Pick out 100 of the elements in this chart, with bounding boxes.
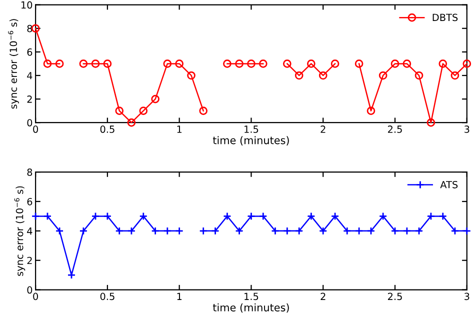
x-axis-title: time (minutes) [212, 136, 289, 146]
point [366, 226, 376, 236]
point [163, 60, 172, 68]
point [55, 60, 64, 68]
y-tick-label: 2 [27, 256, 32, 264]
point [318, 71, 328, 80]
point [55, 226, 64, 236]
point [151, 94, 160, 104]
point [450, 71, 460, 80]
point [223, 212, 232, 220]
point [163, 226, 172, 236]
y-tick-label: 6 [27, 198, 32, 206]
point [307, 212, 316, 220]
x-tick-label: 1.5 [244, 126, 258, 133]
point [43, 212, 52, 220]
point [378, 212, 388, 220]
point [235, 226, 244, 236]
x-tick-label: 3 [464, 126, 470, 133]
point [115, 106, 124, 115]
point [247, 60, 256, 68]
point [199, 226, 208, 236]
y-tick-label: 2 [27, 96, 32, 103]
point [211, 226, 220, 236]
point [31, 212, 40, 220]
point [175, 226, 184, 236]
point [438, 212, 448, 220]
y-tick-label: 0 [27, 119, 32, 126]
y-tick-label: 8 [27, 24, 32, 32]
point [79, 60, 88, 68]
x-tick-label: 2 [320, 126, 326, 133]
point [91, 60, 100, 68]
point [127, 118, 136, 127]
x-tick-label: 0.5 [100, 292, 114, 300]
point [378, 71, 388, 80]
point [223, 60, 232, 68]
point [258, 212, 268, 220]
point [438, 60, 448, 68]
point [462, 60, 472, 68]
point [187, 71, 196, 80]
point [43, 60, 52, 68]
point [67, 270, 76, 280]
y-tick-label: 10 [21, 1, 32, 9]
x-tick-label: 3 [464, 292, 470, 300]
point [414, 226, 424, 236]
point [175, 60, 184, 68]
point [235, 60, 244, 68]
point [390, 226, 400, 236]
point [402, 226, 412, 236]
point [390, 60, 400, 68]
point [103, 212, 112, 220]
y-tick-label: 8 [27, 168, 32, 176]
legend-label: DBTS [432, 14, 458, 22]
point [199, 106, 208, 115]
y-tick-label: 4 [27, 228, 32, 235]
point [462, 226, 472, 236]
point [283, 226, 292, 236]
y-tick-label: 4 [27, 72, 32, 80]
point [426, 118, 436, 127]
point [450, 226, 460, 236]
point [151, 226, 160, 236]
point [91, 212, 100, 220]
point [139, 106, 148, 115]
point [103, 60, 112, 68]
point [283, 60, 292, 68]
y-axis-title: sync error (10$^{−6}$ s) [14, 186, 26, 276]
legend-label: ATS [440, 180, 458, 188]
y-tick-label: 6 [27, 48, 32, 56]
point [307, 60, 316, 68]
x-tick-label: 1 [177, 126, 182, 133]
point [127, 226, 136, 236]
x-tick-label: 0 [33, 292, 38, 300]
x-tick-label: 0 [33, 126, 38, 133]
point [330, 60, 340, 68]
x-tick-label: 2.5 [388, 126, 402, 133]
point [414, 71, 424, 80]
x-tick-label: 0.5 [100, 126, 114, 133]
point [330, 212, 340, 220]
point [31, 24, 40, 33]
point [139, 212, 148, 220]
x-tick-label: 1.5 [244, 292, 258, 300]
y-axis-title: sync error (10$^{−6}$ s) [8, 19, 19, 109]
point [354, 60, 364, 68]
point [294, 226, 304, 236]
point [79, 226, 88, 236]
x-tick-label: 2 [320, 292, 326, 300]
point [294, 71, 304, 80]
x-tick-label: 1 [177, 292, 182, 300]
point [354, 226, 364, 236]
point [247, 212, 256, 220]
point [115, 226, 124, 236]
point [342, 226, 352, 236]
point [366, 106, 376, 115]
point [271, 226, 280, 236]
point [426, 212, 436, 220]
x-axis-title: time (minutes) [212, 303, 289, 313]
point [318, 226, 328, 236]
x-tick-label: 2.5 [388, 292, 402, 300]
point [402, 60, 412, 68]
point [258, 60, 268, 68]
y-tick-label: 0 [27, 286, 32, 294]
